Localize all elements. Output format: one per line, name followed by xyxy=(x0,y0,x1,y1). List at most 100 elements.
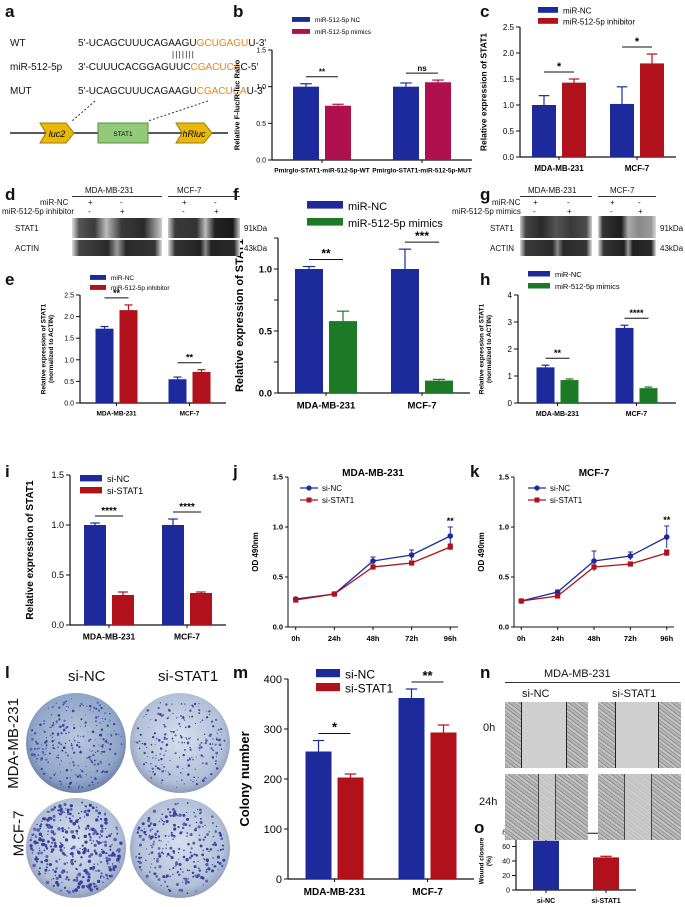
colony-dot xyxy=(172,866,175,870)
colony-dot xyxy=(51,841,54,844)
colony-dot xyxy=(150,844,152,847)
chart-j-point xyxy=(370,558,376,564)
colony-dot xyxy=(208,831,210,833)
wb-d-group-2: MCF-7 xyxy=(177,186,202,195)
colony-dot xyxy=(181,779,183,781)
chart-m-legend-swatch xyxy=(316,669,340,678)
colony-dot xyxy=(172,740,174,742)
colony-dot xyxy=(187,773,190,776)
colony-dot xyxy=(105,852,108,855)
chart-i-bar xyxy=(84,525,106,625)
colony-dot xyxy=(188,856,192,860)
colony-dot xyxy=(163,754,165,757)
colony-dot xyxy=(102,745,104,747)
colony-dot xyxy=(138,852,141,855)
colony-dot xyxy=(201,762,204,765)
colony-dot xyxy=(52,832,56,836)
colony-dot xyxy=(146,709,149,712)
mirna-sequence: 3'-CUUUCACGGAGUUCCGACUCAC-5' xyxy=(78,62,259,73)
colony-dot xyxy=(205,762,208,765)
colony-dot xyxy=(55,720,58,723)
colony-dot xyxy=(113,867,116,870)
colony-dot xyxy=(167,771,170,774)
colony-dot xyxy=(63,811,66,814)
colony-dot xyxy=(41,747,44,751)
chart-e-bar xyxy=(192,371,211,403)
chart-o-ylabel: (%) xyxy=(486,856,493,866)
colony-dot xyxy=(66,810,70,814)
colony-dot xyxy=(149,829,152,832)
colony-dot xyxy=(154,719,157,722)
colony-dot xyxy=(55,702,57,704)
colony-dot xyxy=(92,866,96,869)
colony-dot xyxy=(145,874,149,878)
chart-j-xtick-label: 48h xyxy=(367,634,380,643)
chart-m-ytick-label: 300 xyxy=(264,724,282,736)
colony-dot xyxy=(43,772,46,775)
colony-dot xyxy=(101,848,103,851)
colony-dot xyxy=(70,860,74,864)
colony-dot xyxy=(88,883,93,887)
colony-dot xyxy=(81,885,85,889)
colony-dot xyxy=(59,841,61,844)
colony-dot xyxy=(102,738,105,741)
colony-dot xyxy=(210,848,213,850)
chart-m-bar xyxy=(430,732,457,879)
colony-dot xyxy=(87,731,89,733)
colony-dot xyxy=(51,736,54,739)
colony-dot xyxy=(181,743,183,745)
chart-i-sig-label: **** xyxy=(179,502,195,513)
chart-m-legend-label: si-NC xyxy=(345,668,375,682)
colony-dot xyxy=(110,853,114,857)
colony-dot xyxy=(64,838,69,842)
colony-dot xyxy=(182,855,186,859)
chart-o-xtick-label: si-NC xyxy=(537,898,555,905)
colony-dot xyxy=(193,702,197,706)
colony-dot xyxy=(50,836,54,840)
colony-dot xyxy=(74,860,77,863)
colony-dot xyxy=(187,725,191,728)
colony-dot xyxy=(182,753,185,757)
chart-i-bar xyxy=(190,593,212,625)
colony-dot xyxy=(214,762,217,765)
colony-dot xyxy=(35,761,37,763)
colony-dot xyxy=(78,774,82,777)
colony-dot xyxy=(92,784,94,786)
colony-dot xyxy=(108,763,111,766)
chart-j-sig-label: ** xyxy=(447,516,455,526)
colony-dot xyxy=(69,808,73,811)
chart-j-title: MDA-MB-231 xyxy=(342,468,404,479)
colony-dot xyxy=(179,725,181,728)
colony-dot xyxy=(203,777,206,779)
colony-dot xyxy=(168,716,170,718)
colony-dot xyxy=(87,848,90,851)
colony-dot xyxy=(112,865,114,867)
colony-dot xyxy=(145,830,147,832)
chart-i-ylabel: Relative expression of STAT1 xyxy=(25,480,36,620)
panel-letter-l: l xyxy=(5,663,10,682)
colony-dot xyxy=(84,840,88,844)
wb-g-size-actin: 43kDa xyxy=(660,244,684,253)
colony-dot xyxy=(52,884,55,887)
colony-dot xyxy=(198,838,202,842)
chart-b-bar xyxy=(425,82,451,160)
chart-k-point xyxy=(664,550,670,556)
colony-dot xyxy=(71,889,75,893)
chart-b-luciferase: 0.0 0.5 1.0 1.5 Relative F-luc/R-luc Ratio Pm… xyxy=(233,17,472,175)
colony-dot xyxy=(60,771,62,773)
chart-k-legend-marker xyxy=(534,497,540,503)
chart-k-ytick-label: 0.5 xyxy=(499,573,509,582)
colony-dot xyxy=(149,837,153,840)
colony-dot xyxy=(151,863,153,865)
colony-dot xyxy=(161,820,163,822)
colony-dot xyxy=(38,849,41,852)
colony-dot xyxy=(205,858,209,862)
colony-dot xyxy=(81,801,84,804)
colony-dot xyxy=(109,845,112,848)
colony-dot xyxy=(57,757,60,759)
colony-dot xyxy=(63,701,66,705)
colony-dot xyxy=(164,815,168,819)
chart-k-xtick-label: 0h xyxy=(517,634,526,643)
colony-dot xyxy=(92,868,95,871)
colony-dot xyxy=(41,751,45,754)
